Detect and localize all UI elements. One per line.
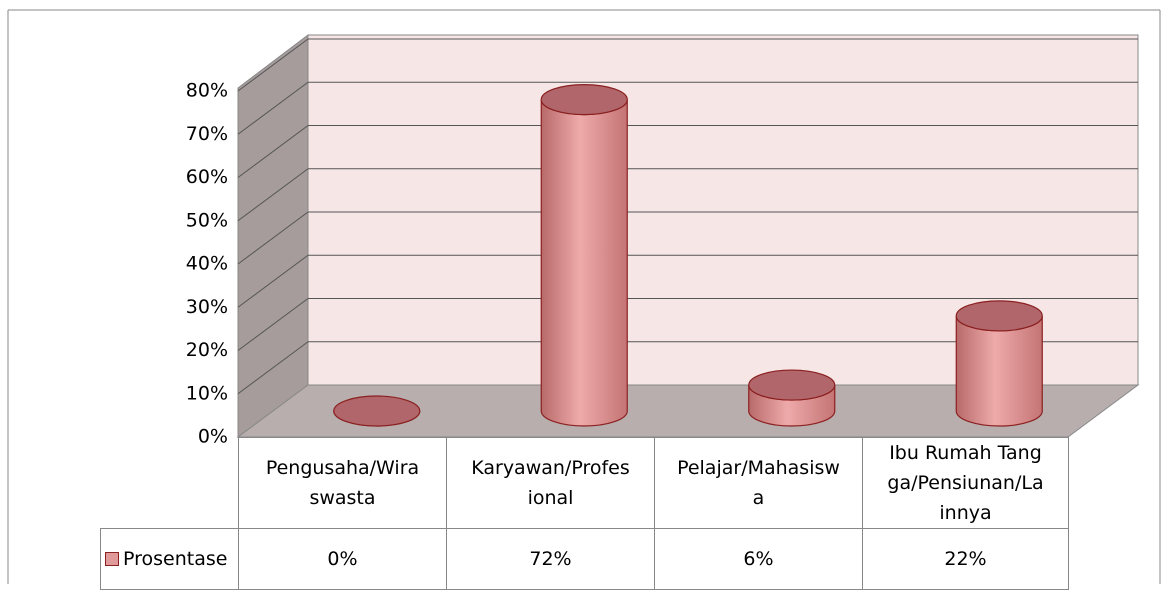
cylinder bbox=[955, 315, 1043, 427]
y-tick-label: 40% bbox=[186, 253, 228, 275]
side-wall bbox=[237, 33, 309, 438]
value-label: 6% bbox=[654, 528, 863, 590]
y-tick-label: 0% bbox=[198, 426, 228, 448]
cylinder-top bbox=[540, 83, 628, 116]
legend-label: Prosentase bbox=[123, 548, 228, 570]
grid-line-side bbox=[237, 38, 309, 92]
grid-line-side bbox=[237, 341, 309, 395]
cylinder bbox=[540, 99, 628, 427]
category-label: Pengusaha/Wiraswasta bbox=[238, 437, 447, 529]
category-label: Ibu Rumah Tangga/Pensiunan/Lainnya bbox=[862, 437, 1069, 529]
grid-line-side bbox=[237, 298, 309, 351]
value-label: 22% bbox=[862, 528, 1069, 590]
y-tick-label: 70% bbox=[186, 123, 228, 145]
y-tick-label: 60% bbox=[186, 166, 228, 188]
legend-cell: Prosentase bbox=[100, 528, 239, 590]
data-table: Pengusaha/Wiraswasta Karyawan/Profesional… bbox=[100, 437, 1069, 590]
cylinder-top bbox=[955, 300, 1043, 332]
category-label: Karyawan/Profesional bbox=[446, 437, 655, 529]
value-label: 0% bbox=[238, 528, 447, 590]
y-tick-label: 10% bbox=[186, 382, 228, 404]
y-tick-label: 80% bbox=[186, 80, 228, 102]
cylinder-top bbox=[333, 395, 421, 427]
y-tick-label: 50% bbox=[186, 209, 228, 231]
grid-line-side bbox=[237, 168, 309, 222]
grid-line-side bbox=[237, 254, 309, 308]
cylinder-top bbox=[748, 369, 836, 401]
grid-line-side bbox=[237, 81, 309, 135]
y-tick-label: 20% bbox=[186, 339, 228, 361]
value-label: 72% bbox=[446, 528, 655, 590]
category-label: Pelajar/Mahasiswa bbox=[654, 437, 863, 529]
grid-line-side bbox=[237, 125, 309, 178]
y-tick-label: 30% bbox=[186, 296, 228, 318]
grid-line-side bbox=[237, 211, 309, 265]
legend-swatch bbox=[105, 552, 119, 566]
